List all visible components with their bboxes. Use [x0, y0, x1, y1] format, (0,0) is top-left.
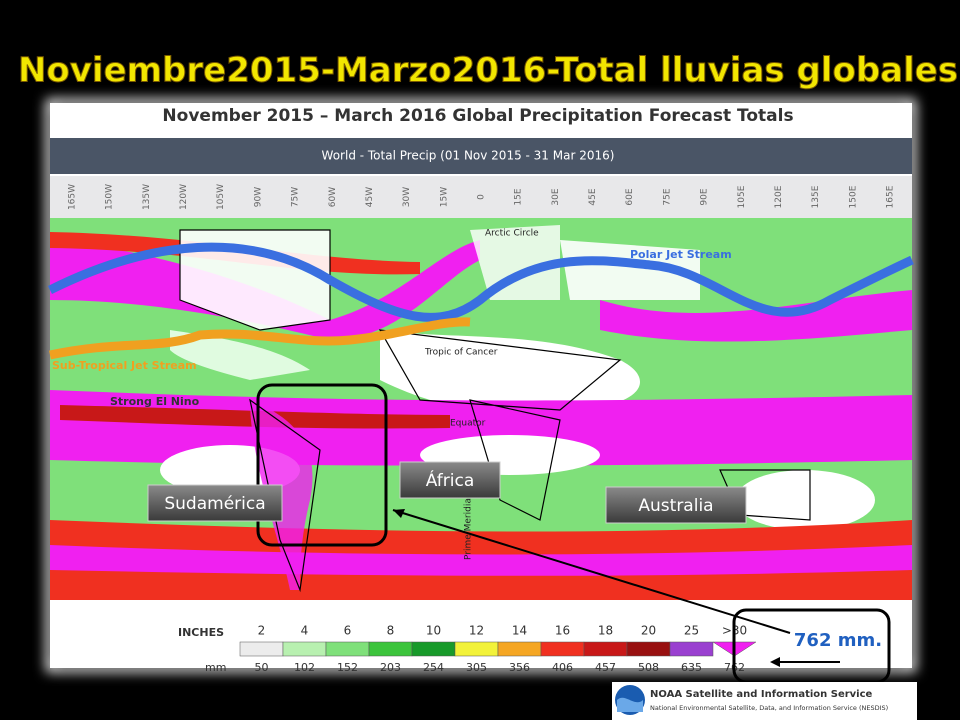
longitude-label: 75E [662, 188, 672, 205]
callout-label: 762 mm. [794, 630, 882, 651]
legend-inches: 18 [598, 624, 613, 638]
legend-inches: 14 [512, 624, 527, 638]
legend-inches: 20 [641, 624, 656, 638]
legend-swatch [497, 641, 542, 657]
longitude-label: 60W [328, 187, 338, 207]
legend-mm: 457 [595, 661, 616, 674]
legend-inches: 12 [469, 624, 484, 638]
legend-mm: 203 [380, 661, 401, 674]
longitude-label: 45E [588, 188, 598, 205]
longitude-label: 75W [291, 187, 301, 207]
legend-swatch [282, 641, 327, 657]
legend-mm: 50 [255, 661, 269, 674]
legend-mm: 508 [638, 661, 659, 674]
map-label: Arctic Circle [485, 229, 539, 239]
legend-swatch [325, 641, 370, 657]
legend-inches: 2 [258, 624, 266, 638]
callout-label: Sudamérica [164, 494, 265, 514]
legend-mm: 406 [552, 661, 573, 674]
legend-mm: 254 [423, 661, 444, 674]
longitude-label: 135W [142, 184, 152, 210]
legend-swatch [239, 641, 284, 657]
callout-box [399, 461, 501, 499]
map-label: Strong El Nino [110, 395, 200, 408]
legend-mm: 305 [466, 661, 487, 674]
longitude-label: 15W [439, 187, 449, 207]
callout-box [605, 486, 747, 524]
legend-inches: 25 [684, 624, 699, 638]
longitude-label: 135E [811, 185, 821, 208]
longitude-label: 45W [365, 187, 375, 207]
callout-label: África [426, 469, 475, 491]
legend-inches: 6 [344, 624, 352, 638]
map-label: Prime Meridian [464, 492, 474, 560]
legend-swatch [669, 641, 714, 657]
longitude-label: 0 [477, 194, 487, 200]
legend-mm: 356 [509, 661, 530, 674]
longitude-label: 165E [886, 185, 896, 208]
longitude-label: 150E [848, 185, 858, 208]
map-label: Equator [450, 419, 486, 429]
longitude-label: 30W [402, 187, 412, 207]
callout-label: Australia [638, 496, 713, 516]
longitude-label: 165W [68, 184, 78, 210]
legend-title: mm [205, 661, 226, 674]
legend-swatch [626, 641, 671, 657]
legend-mm: 152 [337, 661, 358, 674]
noaa-logo-wave [617, 697, 643, 712]
legend-mm: 635 [681, 661, 702, 674]
legend-inches: 8 [387, 624, 395, 638]
map-subtitle-bar [50, 138, 912, 174]
longitude-bar [50, 176, 912, 218]
legend-inches: 16 [555, 624, 570, 638]
polar-jet [47, 242, 914, 322]
legend-inches: 4 [301, 624, 309, 638]
legend-swatch [583, 641, 628, 657]
arrowhead [393, 509, 405, 518]
longitude-label: 150W [105, 184, 115, 210]
arrow [392, 509, 791, 634]
longitude-label: 60E [625, 188, 635, 205]
footer-text: NOAA Satellite and Information Service [650, 689, 873, 700]
longitude-label: 105W [216, 184, 226, 210]
footer-text: National Environmental Satellite, Data, … [650, 704, 888, 712]
legend-title: INCHES [178, 626, 224, 639]
highlight-box [256, 383, 388, 547]
map-subtitle: World - Total Precip (01 Nov 2015 - 31 M… [322, 149, 615, 163]
longitude-label: 90W [253, 187, 263, 207]
legend-swatch [540, 641, 585, 657]
map-title: November 2015 – March 2016 Global Precip… [162, 106, 793, 126]
longitude-label: 15E [514, 188, 524, 205]
longitude-label: 105E [737, 185, 747, 208]
slide-title: Noviembre2015-Marzo2016-Total lluvias gl… [18, 51, 958, 91]
footer-box [612, 682, 917, 720]
legend-inches: 10 [426, 624, 441, 638]
legend-swatch [368, 641, 413, 657]
map-label: Sub-Tropical Jet Stream [52, 359, 197, 372]
longitude-label: 120E [774, 185, 784, 208]
callout-box [147, 484, 283, 522]
map-label: Tropic of Cancer [424, 348, 498, 358]
legend-swatch [411, 641, 456, 657]
precip-map [50, 218, 912, 600]
subtropical-jet [49, 317, 471, 360]
longitude-label: 120W [179, 184, 189, 210]
arrowhead [770, 657, 780, 667]
longitude-label: 30E [551, 188, 561, 205]
map-label: Polar Jet Stream [630, 248, 732, 261]
legend-mm: 102 [294, 661, 315, 674]
legend-swatch [454, 641, 499, 657]
longitude-label: 90E [700, 188, 710, 205]
